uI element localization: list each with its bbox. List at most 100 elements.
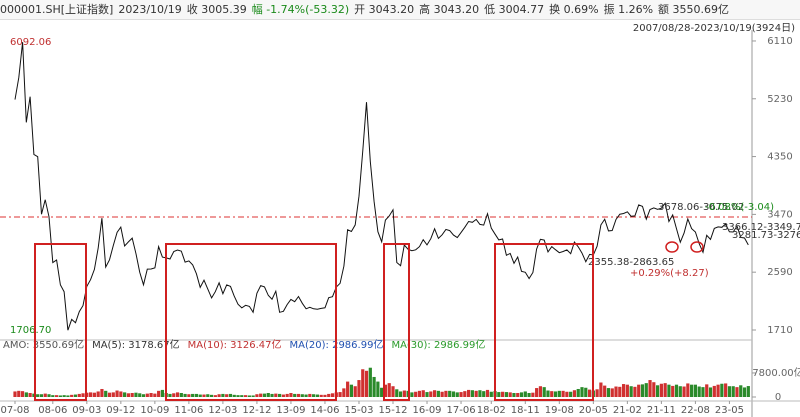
volume-bar [364, 370, 369, 397]
volume-bar [432, 390, 437, 397]
volume-bar [58, 395, 62, 397]
x-tick-label: 08-06 [38, 405, 67, 416]
volume-bar [376, 381, 380, 397]
header-item: 000001.SH[上证指数] [0, 3, 114, 16]
volume-bar [429, 391, 433, 397]
annotation: 3678.06-3675.02 [658, 202, 744, 213]
x-tick-label: 09-03 [72, 405, 101, 416]
volume-bar [168, 393, 172, 397]
volume-bar [535, 388, 539, 397]
x-tick-label: 20-05 [579, 405, 608, 416]
x-tick-label: 18-11 [511, 405, 540, 416]
volume-bar [32, 393, 36, 397]
volume-bar [542, 387, 546, 397]
volume-bar [77, 393, 81, 397]
volume-bar [266, 392, 270, 397]
header: 000001.SH[上证指数] 2023/10/19 收 3005.39 幅 -1.7… [0, 0, 800, 20]
volume-bar [372, 376, 376, 397]
volume-bar [43, 393, 47, 397]
volume-bar [686, 383, 690, 397]
volume-bar [546, 390, 550, 397]
volume-bar [633, 386, 637, 397]
volume-bar [327, 393, 331, 397]
volume-bar [236, 395, 240, 397]
volume-bar [451, 391, 456, 397]
volume-bar [580, 387, 584, 397]
annotation: 2355.38-2863.65 [588, 257, 674, 268]
y-tick-label: 6110 [767, 36, 792, 47]
volume-bar [296, 393, 301, 397]
volume-bar [716, 384, 720, 397]
volume-bar [621, 384, 626, 397]
volume-bar [243, 395, 248, 397]
volume-bar [39, 394, 44, 397]
y-tick-label: 5230 [767, 94, 792, 105]
volume-bar [104, 390, 108, 397]
volume-bar [614, 386, 618, 397]
volume-bar [395, 389, 399, 397]
volume-bar [73, 394, 78, 397]
volume-bar [610, 388, 614, 397]
volume-bar [606, 388, 611, 397]
volume-bar [720, 383, 724, 397]
volume-bar [51, 395, 55, 397]
volume-bar [557, 390, 561, 397]
volume-bar [81, 393, 85, 397]
volume-bar [391, 386, 395, 397]
volume-bar [66, 395, 70, 397]
volume-bar [119, 391, 123, 397]
volume-bar [648, 380, 652, 397]
x-tick-label: 07-08 [0, 405, 29, 416]
volume-bar [115, 390, 119, 397]
x-tick-label: 15-03 [344, 405, 373, 416]
volume-bar [183, 393, 187, 397]
volume-bar [149, 392, 153, 397]
volume-bar [202, 394, 206, 397]
volume-bar [572, 390, 577, 397]
legend-item: MA(5): 3178.67亿 [92, 338, 180, 351]
volume-bar [701, 387, 705, 397]
volume-bar [470, 390, 474, 397]
annotation: +0.29%(+8.27) [630, 268, 709, 279]
volume-bar [251, 395, 255, 397]
volume-bar [353, 386, 357, 397]
volume-bar [259, 393, 263, 397]
x-tick-label: 22-08 [681, 405, 710, 416]
y-tick-label: 2590 [767, 267, 792, 278]
x-tick-label: 21-11 [647, 405, 676, 416]
x-tick-label: 18-02 [477, 405, 506, 416]
volume-bar [682, 386, 686, 397]
annotation: 3366.12-3349.72 [722, 222, 800, 233]
volume-bar [213, 395, 217, 397]
volume-bar [47, 394, 51, 397]
volume-bar [629, 386, 633, 397]
x-tick-label: 21-02 [613, 405, 642, 416]
volume-bar [678, 386, 682, 397]
y-tick-label: 3470 [767, 209, 792, 220]
x-tick-label: 16-09 [412, 405, 441, 416]
volume-bar [690, 384, 694, 397]
volume-bar [731, 386, 735, 397]
y-tick-label: 7800.00亿 [752, 366, 800, 379]
volume-bar [24, 392, 28, 397]
volume-bar [270, 393, 274, 397]
highlight-box [494, 243, 594, 401]
volume-bar [414, 391, 418, 397]
volume-bar [96, 391, 100, 397]
volume-bar [421, 390, 425, 397]
volume-bar [319, 394, 323, 397]
header-item: 高 3043.20 [419, 3, 480, 16]
volume-bar [357, 380, 361, 397]
volume-bar [553, 391, 558, 397]
volume-bar [194, 393, 199, 397]
volume-bar [576, 388, 580, 397]
x-tick-label: 23-05 [715, 405, 744, 416]
volume-bar [126, 393, 130, 397]
x-tick-label: 10-09 [140, 405, 169, 416]
volume-bar [111, 392, 115, 397]
volume-bar [232, 394, 236, 397]
header-item: 幅 -1.74%(-53.32) [251, 3, 350, 16]
volume-bar [342, 388, 346, 397]
volume-bar [304, 394, 308, 397]
